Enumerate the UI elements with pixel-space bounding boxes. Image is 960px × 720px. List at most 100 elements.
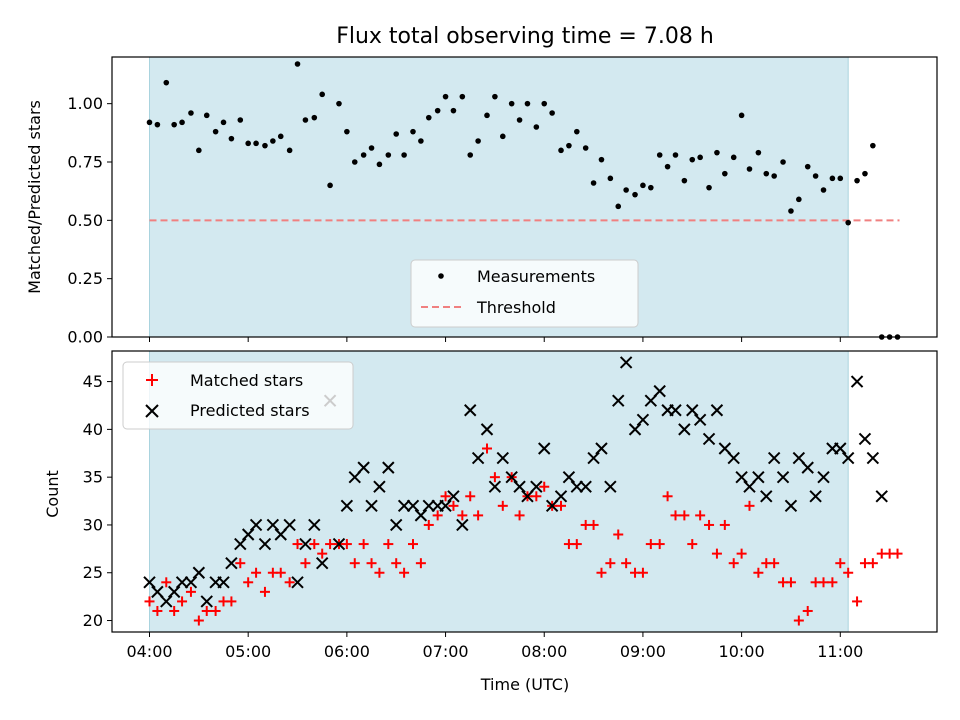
measurement-point	[648, 184, 654, 191]
matched-star-point	[259, 586, 270, 597]
measurement-point	[763, 170, 770, 177]
predicted-star-point	[521, 490, 534, 503]
matched-star-point	[383, 539, 394, 550]
y-tick-label: 45	[83, 372, 103, 391]
measurement-point	[656, 152, 663, 158]
measurement-point	[541, 100, 548, 107]
measurement-point	[179, 119, 185, 126]
x-tick-label: 05:00	[225, 642, 271, 661]
matched-star-point	[407, 539, 418, 550]
matched-star-point	[637, 567, 648, 578]
measurement-point	[262, 142, 268, 149]
measurement-point	[459, 93, 466, 100]
predicted-star-point	[760, 490, 773, 503]
legend-matched-label: Matched stars	[190, 371, 303, 390]
counts-marks	[143, 356, 903, 626]
measurement-point	[171, 121, 177, 128]
measurement-point	[368, 145, 375, 151]
measurement-point	[524, 100, 531, 107]
measurement-point	[549, 110, 555, 116]
matched-star-point	[892, 548, 903, 559]
predicted-star-point	[241, 528, 255, 541]
measurement-point	[212, 128, 219, 135]
predicted-star-point	[579, 480, 592, 493]
matched-star-point	[144, 596, 155, 607]
predicted-star-point	[160, 595, 173, 608]
measurement-point	[450, 107, 457, 114]
matched-star-point	[201, 605, 212, 616]
measurement-point	[302, 117, 309, 123]
predicted-star-point	[570, 480, 584, 493]
predicted-star-point	[505, 470, 518, 484]
matched-star-point	[210, 605, 221, 616]
matched-star-point	[349, 558, 360, 569]
predicted-star-point	[875, 490, 888, 503]
y-tick-label: 20	[83, 611, 103, 630]
predicted-star-point	[447, 490, 460, 503]
measurement-point	[220, 119, 227, 126]
matched-star-point	[374, 567, 385, 578]
matched-star-point	[843, 567, 854, 578]
predicted-star-point	[718, 442, 732, 455]
predicted-star-point	[308, 518, 321, 532]
measurement-point	[344, 128, 350, 135]
matched-star-point	[531, 491, 542, 502]
matched-star-point	[292, 539, 303, 550]
measurement-point	[780, 159, 786, 165]
predicted-star-point	[784, 499, 798, 513]
predicted-star-point	[530, 480, 543, 493]
measurement-point	[351, 159, 358, 165]
measurement-point	[632, 191, 638, 198]
predicted-star-point	[644, 394, 658, 407]
predicted-star-point	[291, 576, 304, 589]
predicted-star-point	[850, 375, 864, 388]
measurement-point	[574, 128, 580, 135]
matched-star-point	[440, 491, 451, 502]
matched-star-point	[556, 500, 567, 511]
measurement-point	[689, 156, 696, 163]
matched-star-point	[654, 539, 665, 550]
predicted-star-point	[167, 585, 181, 599]
measurement-point	[623, 187, 629, 193]
matched-star-point	[300, 558, 311, 569]
predicted-star-point	[332, 537, 346, 551]
predicted-star-point	[866, 451, 880, 465]
counts-y-ticks: 20 25 30 35 40 45	[83, 372, 112, 630]
predicted-star-point	[234, 537, 247, 551]
measurement-point	[566, 142, 572, 149]
matched-star-point	[251, 567, 262, 578]
predicted-star-point	[801, 461, 814, 474]
measurement-point	[755, 149, 762, 156]
predicted-star-point	[743, 480, 756, 493]
y-tick-label: 25	[83, 563, 103, 582]
predicted-star-point	[266, 518, 280, 532]
matched-star-point	[802, 605, 813, 616]
predicted-star-point	[348, 470, 361, 484]
predicted-star-point	[340, 499, 354, 513]
y-tick-label: 0.75	[67, 153, 103, 172]
predicted-star-point	[225, 556, 238, 570]
measurement-point	[492, 93, 498, 100]
predicted-star-point	[496, 451, 509, 465]
predicted-star-point	[735, 470, 748, 484]
measurement-point	[410, 128, 416, 135]
matched-star-point	[226, 596, 237, 607]
ratio-measurements	[146, 61, 901, 340]
measurement-point	[796, 196, 802, 203]
matched-star-point	[152, 605, 163, 616]
predicted-star-point	[439, 499, 452, 513]
predicted-star-point	[200, 595, 213, 608]
measurement-point	[393, 131, 400, 137]
matched-star-point	[284, 577, 295, 588]
measurement-point	[598, 156, 605, 163]
predicted-star-point	[545, 499, 559, 513]
predicted-star-point	[628, 423, 642, 436]
matched-star-point	[309, 539, 320, 550]
predicted-star-point	[151, 585, 164, 599]
matched-star-point	[621, 558, 632, 569]
matched-star-point	[358, 539, 369, 550]
predicted-star-point	[538, 442, 551, 455]
measurement-point	[442, 93, 449, 100]
matched-star-point	[317, 548, 328, 559]
matched-star-point	[235, 558, 246, 569]
